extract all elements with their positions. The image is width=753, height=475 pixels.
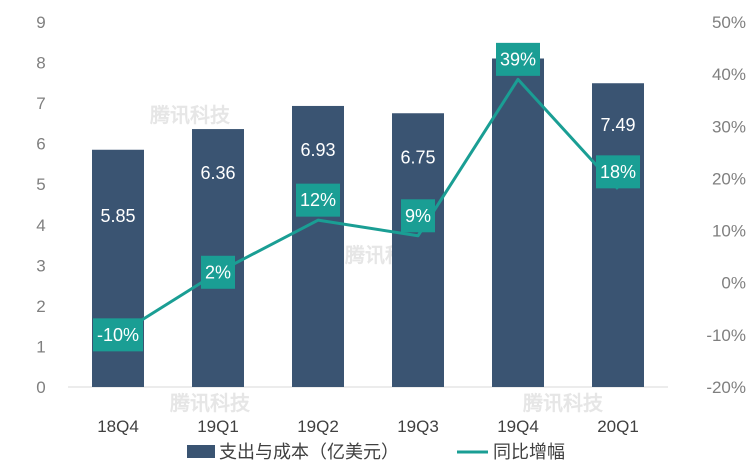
left-tick-1: 1 [36,337,45,356]
right-tick-50%: 50% [712,13,746,32]
legend: 支出与成本（亿美元） 同比增幅 [187,442,565,462]
legend-bar-swatch [187,445,215,458]
bar-19Q4 [492,58,544,387]
bar-value-20Q1: 7.49 [600,115,635,135]
yoy-label-text: 2% [205,262,231,282]
bar-value-18Q4: 5.85 [100,206,135,226]
bar-value-19Q2: 6.93 [300,140,335,160]
yoy-label-box [496,42,540,76]
yoy-label-box [201,255,235,289]
bar-19Q2 [292,105,344,387]
watermark-2: 腾讯科技 [170,391,251,415]
bar-value-19Q3: 6.75 [400,147,435,167]
watermark-0: 腾讯科技 [150,103,231,127]
right-tick-10%: 10% [712,222,746,241]
yoy-label-19Q3: 9% [401,199,435,233]
bar-18Q4 [92,149,144,387]
right-tick-40%: 40% [712,65,746,84]
left-tick-4: 4 [36,216,45,235]
left-tick-5: 5 [36,175,45,194]
yoy-label-text: 9% [405,206,431,226]
category-19Q3: 19Q3 [397,417,439,436]
right-axis: -20% -10% 0% 10% 20% 30% 40% 50% [706,13,746,397]
left-tick-8: 8 [36,54,45,73]
yoy-label-box [296,183,340,217]
left-tick-7: 7 [36,94,45,113]
yoy-label-text: 39% [500,49,536,69]
left-tick-0: 0 [36,378,45,397]
category-20Q1: 20Q1 [597,417,639,436]
right-tick--20%: -20% [706,378,746,397]
left-axis: 0 1 2 3 4 5 6 7 8 9 [36,13,45,397]
yoy-label-box [93,318,143,352]
yoy-label-19Q4: 39% [496,42,540,76]
yoy-label-box [401,199,435,233]
left-tick-2: 2 [36,297,45,316]
yoy-label-box [596,155,640,189]
left-tick-6: 6 [36,135,45,154]
yoy-label-text: 18% [600,162,636,182]
yoy-label-text: 12% [300,190,336,210]
bar-20Q1 [592,83,644,387]
right-tick-20%: 20% [712,169,746,188]
yoy-label-18Q4: -10% [93,318,143,352]
left-tick-3: 3 [36,256,45,275]
category-18Q4: 18Q4 [97,417,139,436]
right-tick-30%: 30% [712,117,746,136]
yoy-label-text: -10% [97,325,139,345]
bar-labels: 5.85 6.36 6.93 6.75 7.49 [100,115,635,226]
yoy-label-19Q2: 12% [296,183,340,217]
yoy-labels: -10% 2% 12% 9% 39% 18% [93,42,640,352]
legend-bar-label: 支出与成本（亿美元） [219,442,399,462]
category-19Q1: 19Q1 [197,417,239,436]
category-19Q4: 19Q4 [497,417,539,436]
bar-19Q3 [392,113,444,387]
watermark-3: 腾讯科技 [523,391,604,415]
right-tick--10%: -10% [706,326,746,345]
left-tick-9: 9 [36,13,45,32]
x-axis-labels: 18Q4 19Q1 19Q2 19Q3 19Q4 20Q1 [97,417,639,436]
bar-value-19Q1: 6.36 [200,163,235,183]
yoy-label-19Q1: 2% [201,255,235,289]
right-tick-0%: 0% [721,274,746,293]
legend-line-label: 同比增幅 [493,442,565,462]
yoy-label-20Q1: 18% [596,155,640,189]
category-19Q2: 19Q2 [297,417,339,436]
